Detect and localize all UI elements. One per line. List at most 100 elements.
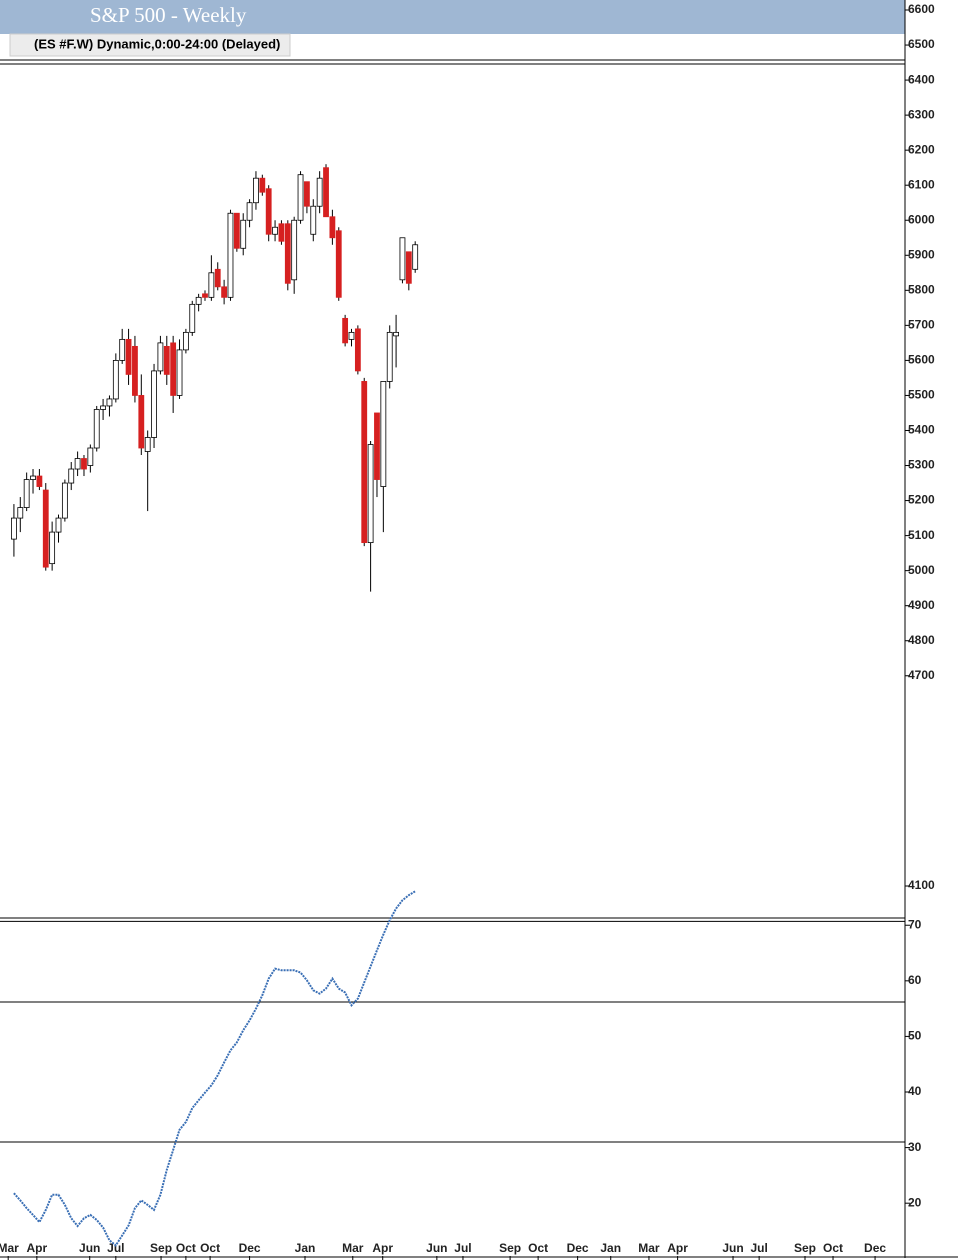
candle-body	[202, 293, 208, 298]
candle-body	[144, 437, 151, 452]
y-tick-label: 6200	[908, 142, 935, 156]
y-tick-label: 5100	[908, 528, 935, 542]
candle-body	[42, 489, 49, 568]
candle-body	[297, 174, 304, 221]
x-tick-label: Jan	[295, 1241, 316, 1255]
candle-body	[157, 342, 164, 372]
x-tick-label: Apr	[667, 1241, 688, 1255]
y-tick-label: 20	[908, 1195, 922, 1209]
x-tick-label: Mar	[638, 1241, 660, 1255]
candle-body	[240, 219, 247, 249]
candle-body	[30, 475, 36, 480]
candle-body	[208, 272, 215, 298]
candle-body	[272, 226, 278, 235]
y-tick-label: 6100	[908, 177, 935, 191]
candle-body	[335, 230, 342, 298]
x-tick-label: Jul	[750, 1241, 767, 1255]
x-tick-label: Oct	[200, 1241, 220, 1255]
y-tick-label: 5000	[908, 563, 935, 577]
candle-body	[49, 531, 56, 565]
x-tick-label: Jul	[454, 1241, 471, 1255]
y-tick-label: 6300	[908, 107, 935, 121]
candle-body	[393, 331, 399, 337]
candle-body	[163, 345, 170, 375]
candle-body	[112, 360, 119, 400]
x-tick-label: Dec	[864, 1241, 886, 1255]
candle-body	[125, 338, 132, 375]
x-tick-label: Jun	[426, 1241, 447, 1255]
chart-title: S&P 500 - Weekly	[90, 3, 247, 27]
y-tick-label: 4100	[908, 878, 935, 892]
candle-body	[68, 468, 75, 484]
y-tick-label: 6400	[908, 72, 935, 86]
candle-body	[221, 286, 228, 298]
candle-body	[310, 205, 317, 235]
candle-body	[278, 223, 285, 242]
indicator-line	[13, 890, 416, 1247]
x-tick-label: Oct	[528, 1241, 548, 1255]
y-tick-label: 5500	[908, 388, 935, 402]
candle-body	[316, 177, 323, 207]
y-tick-label: 6000	[908, 212, 935, 226]
y-tick-label: 4700	[908, 668, 935, 682]
candle-body	[227, 212, 234, 298]
candle-body	[189, 303, 196, 333]
candle-body	[348, 331, 355, 340]
y-tick-label: 5300	[908, 458, 935, 472]
y-tick-label: 6600	[908, 2, 935, 16]
candle-body	[399, 237, 406, 281]
candle-body	[87, 447, 94, 466]
candle-body	[81, 458, 87, 470]
x-tick-label: Oct	[176, 1241, 196, 1255]
candle-body	[176, 349, 183, 396]
y-tick-label: 5400	[908, 423, 935, 437]
y-tick-label: 40	[908, 1084, 922, 1098]
candle-body	[214, 268, 221, 288]
candle-body	[380, 381, 387, 487]
x-tick-label: Sep	[794, 1241, 816, 1255]
subtitle-box	[9, 33, 291, 57]
candle-body	[36, 475, 43, 487]
x-tick-label: Apr	[27, 1241, 48, 1255]
candle-body	[405, 251, 412, 284]
x-tick-label: Jan	[600, 1241, 621, 1255]
candle-body	[61, 482, 68, 519]
candle-body	[253, 177, 259, 204]
candle-body	[354, 328, 361, 372]
candle-body	[93, 409, 100, 449]
x-tick-label: Oct	[823, 1241, 843, 1255]
y-tick-label: 60	[908, 973, 922, 987]
x-tick-label: Sep	[499, 1241, 521, 1255]
y-tick-label: 50	[908, 1029, 922, 1043]
x-tick-label: Mar	[342, 1241, 364, 1255]
candle-body	[291, 219, 298, 281]
candle-body	[233, 212, 240, 249]
candle-body	[119, 338, 126, 361]
y-tick-label: 6500	[908, 37, 935, 51]
candle-body	[182, 331, 189, 351]
candle-body	[55, 517, 62, 533]
candle-body	[386, 331, 393, 382]
chart-subtitle: (ES #F.W) Dynamic,0:00-24:00 (Delayed)	[34, 36, 280, 51]
y-tick-label: 30	[908, 1140, 922, 1154]
candle-body	[265, 188, 272, 235]
y-tick-label: 4800	[908, 633, 935, 647]
y-tick-label: 5200	[908, 493, 935, 507]
candle-body	[367, 444, 374, 544]
candle-body	[151, 370, 157, 438]
candle-body	[342, 317, 349, 344]
x-tick-label: Mar	[0, 1241, 19, 1255]
candle-body	[284, 223, 291, 284]
x-tick-label: Jul	[107, 1241, 124, 1255]
candle-body	[23, 479, 30, 508]
candle-body	[195, 296, 202, 305]
y-tick-label: 5900	[908, 247, 935, 261]
candle-body	[323, 167, 329, 218]
x-tick-label: Jun	[722, 1241, 743, 1255]
candle-body	[329, 216, 336, 239]
candle-body	[374, 412, 380, 480]
y-tick-label: 4900	[908, 598, 935, 612]
candle-body	[138, 395, 145, 449]
y-tick-label: 70	[908, 917, 922, 931]
